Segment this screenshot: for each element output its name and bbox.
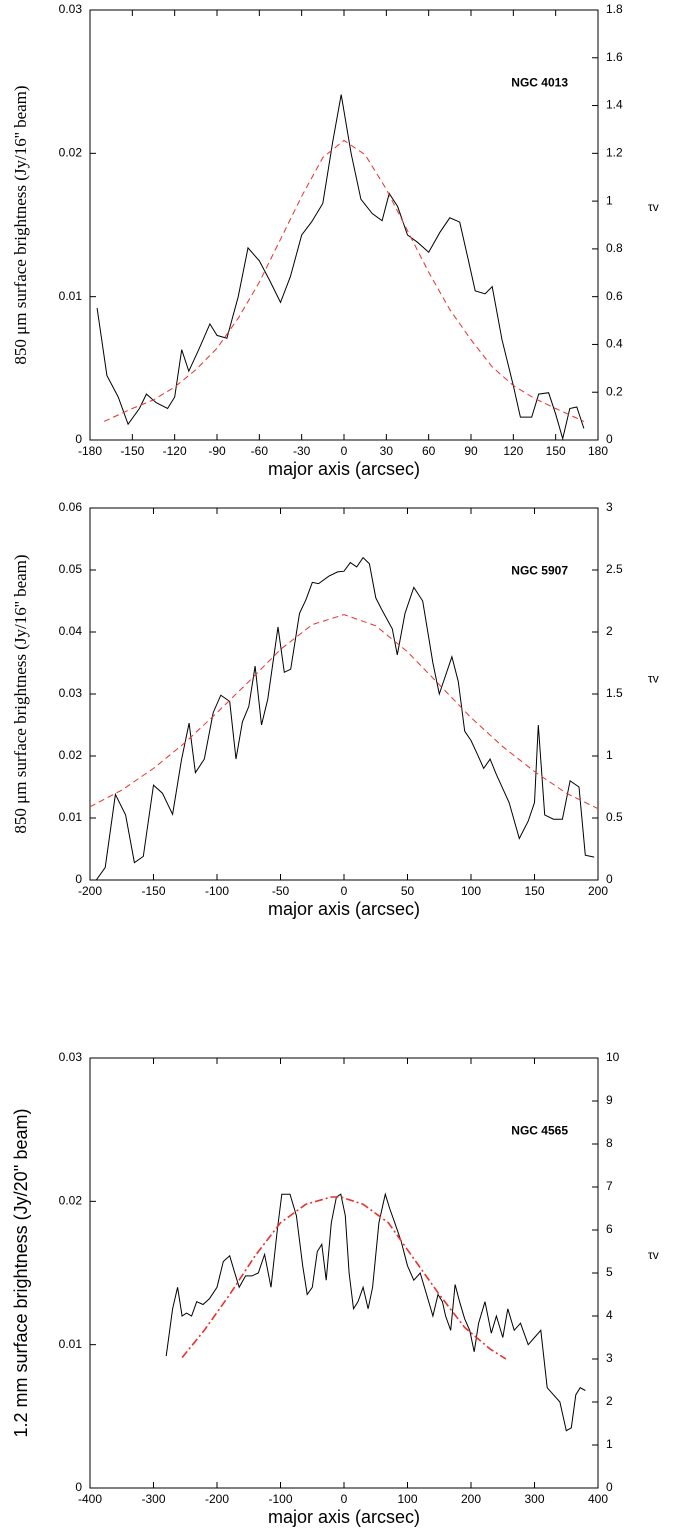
x-tick-label: 0 (341, 1492, 348, 1506)
x-tick-label: 120 (503, 444, 523, 458)
x-tick-label: -120 (163, 444, 187, 458)
annotation: NGC 4013 (511, 75, 568, 89)
y2-tick-label: 1 (606, 748, 613, 762)
x-tick-label: 180 (588, 444, 608, 458)
x-tick-label: -180 (78, 444, 102, 458)
y2-tick-label: 8 (606, 1136, 613, 1150)
x-tick-label: -50 (272, 884, 290, 898)
y2-tick-label: 0 (606, 872, 613, 886)
y2-tick-label: 2 (606, 1394, 613, 1408)
x-tick-label: 150 (546, 444, 566, 458)
y2-tick-label: 4 (606, 1308, 613, 1322)
y-tick-label: 0.02 (59, 748, 83, 762)
x-tick-label: -90 (208, 444, 226, 458)
y2-tick-label: 0 (606, 1480, 613, 1494)
x-tick-label: 100 (461, 884, 481, 898)
y2-tick-label: 3 (606, 1351, 613, 1365)
x-tick-label: 0 (341, 444, 348, 458)
y-tick-label: 0 (75, 1480, 82, 1494)
y2-tick-label: 1.8 (606, 2, 623, 16)
y2-tick-label: 7 (606, 1179, 613, 1193)
y2-tick-label: 2.5 (606, 562, 623, 576)
x-tick-label: -150 (141, 884, 165, 898)
y-tick-label: 0 (75, 872, 82, 886)
x-tick-label: -60 (251, 444, 269, 458)
y-tick-label: 0.02 (59, 146, 83, 160)
y2-tick-label: 0.5 (606, 810, 623, 824)
data-line (103, 139, 585, 422)
y2-axis-title: τv (648, 671, 659, 685)
x-tick-label: 90 (464, 444, 478, 458)
y2-tick-label: 10 (606, 1050, 620, 1064)
x-tick-label: 300 (524, 1492, 544, 1506)
x-tick-label: 400 (588, 1492, 608, 1506)
y-tick-label: 0.01 (59, 1337, 83, 1351)
y-tick-label: 0.01 (59, 289, 83, 303)
y-tick-label: 0.03 (59, 2, 83, 16)
y-tick-label: 0.04 (59, 624, 83, 638)
x-tick-label: -300 (141, 1492, 165, 1506)
x-tick-label: 150 (524, 884, 544, 898)
y-tick-label: 0 (75, 432, 82, 446)
x-tick-label: -100 (268, 1492, 292, 1506)
y2-tick-label: 1.4 (606, 98, 623, 112)
y2-tick-label: 6 (606, 1222, 613, 1236)
y2-tick-label: 0.4 (606, 337, 623, 351)
x-tick-label: -150 (120, 444, 144, 458)
x-axis-title: major axis (arcsec) (268, 1507, 420, 1527)
x-axis-title: major axis (arcsec) (268, 899, 420, 919)
data-line (95, 556, 595, 881)
x-tick-label: 200 (588, 884, 608, 898)
x-tick-label: 50 (401, 884, 415, 898)
x-axis-title: major axis (arcsec) (268, 459, 420, 479)
x-tick-label: 200 (461, 1492, 481, 1506)
y2-tick-label: 1.2 (606, 146, 623, 160)
y-axis-title: 850 μm surface brightness (Jy/16'' beam) (11, 554, 30, 833)
x-tick-label: 30 (380, 444, 394, 458)
data-line (165, 1192, 586, 1432)
x-tick-label: -200 (205, 1492, 229, 1506)
annotation: NGC 5907 (511, 563, 568, 577)
y2-tick-label: 3 (606, 500, 613, 514)
y-tick-label: 0.05 (59, 562, 83, 576)
y2-axis-title: τv (648, 200, 659, 214)
y-tick-label: 0.03 (59, 1050, 83, 1064)
y-axis-title: 1.2 mm surface brightness (Jy/20'' beam) (11, 1108, 31, 1437)
data-line (96, 94, 585, 441)
y2-tick-label: 0 (606, 432, 613, 446)
x-tick-label: 0 (341, 884, 348, 898)
x-tick-label: -30 (293, 444, 311, 458)
y2-tick-label: 1 (606, 193, 613, 207)
y2-tick-label: 0.2 (606, 384, 623, 398)
x-tick-label: 60 (422, 444, 436, 458)
y2-tick-label: 2 (606, 624, 613, 638)
y2-axis-title: τv (648, 1248, 659, 1262)
y2-tick-label: 9 (606, 1093, 613, 1107)
y-tick-label: 0.03 (59, 686, 83, 700)
x-tick-label: -100 (205, 884, 229, 898)
y2-tick-label: 5 (606, 1265, 613, 1279)
y-tick-label: 0.06 (59, 500, 83, 514)
data-line (181, 1196, 507, 1360)
x-tick-label: 100 (397, 1492, 417, 1506)
y2-tick-label: 0.8 (606, 241, 623, 255)
x-tick-label: -400 (78, 1492, 102, 1506)
y-axis-title: 850 μm surface brightness (Jy/16'' beam) (11, 85, 30, 364)
y-tick-label: 0.02 (59, 1194, 83, 1208)
y2-tick-label: 1.5 (606, 686, 623, 700)
y2-tick-label: 1.6 (606, 50, 623, 64)
annotation: NGC 4565 (511, 1123, 568, 1137)
x-tick-label: -200 (78, 884, 102, 898)
y2-tick-label: 0.6 (606, 289, 623, 303)
y-tick-label: 0.01 (59, 810, 83, 824)
data-line (89, 614, 599, 810)
y2-tick-label: 1 (606, 1437, 613, 1451)
